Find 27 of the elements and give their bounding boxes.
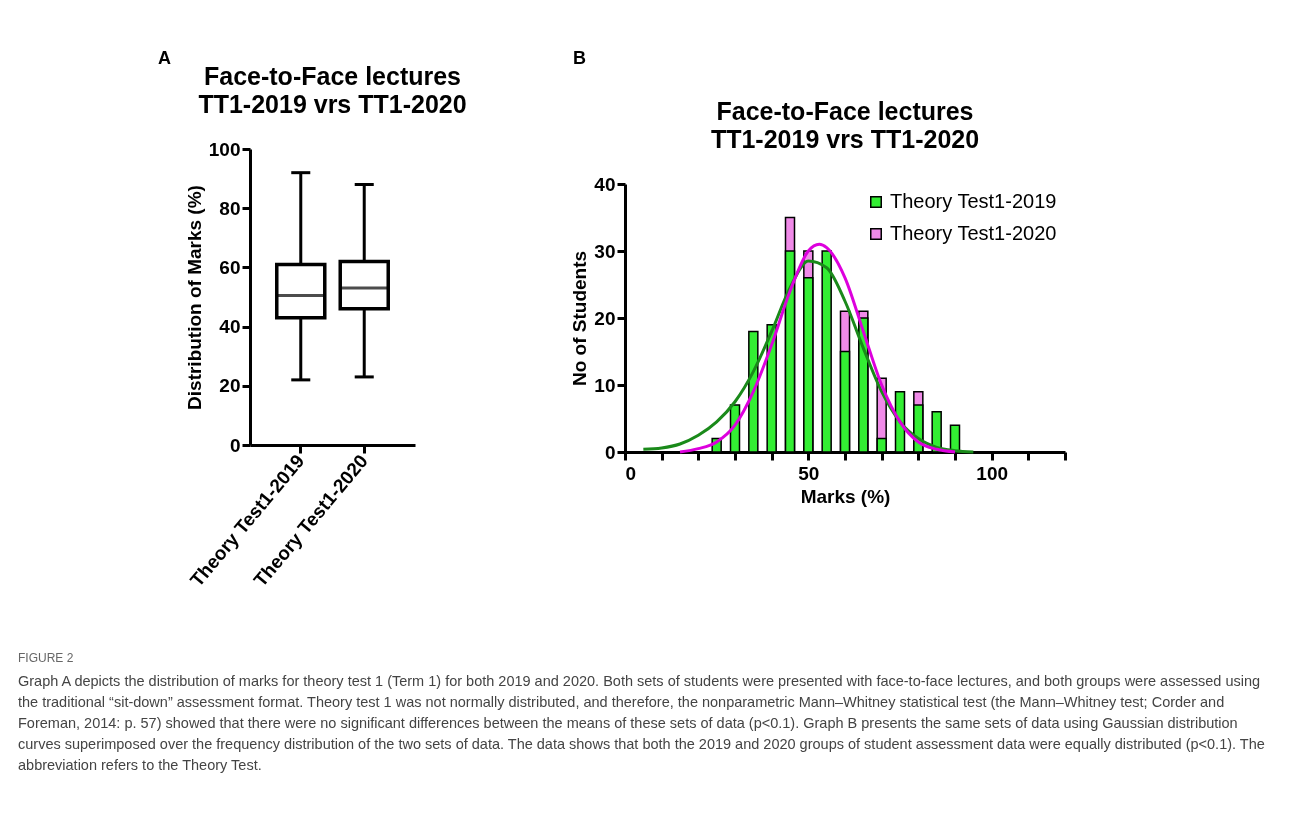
y-axis-title: No of Students	[569, 250, 591, 387]
caption: FIGURE 2	[18, 650, 75, 667]
y-tick-label: 40	[594, 173, 616, 195]
x-axis-title: Marks (%)	[800, 485, 891, 507]
legend-label: Theory Test1-2020	[890, 222, 1057, 244]
x-tick-label: 0	[625, 462, 637, 484]
y-tick-label: 0	[229, 434, 241, 456]
y-tick-label: 20	[219, 375, 241, 397]
y-tick-label: 40	[219, 316, 241, 338]
y-tick-label: 60	[219, 256, 241, 278]
y-axis-title: Distribution of Marks (%)	[183, 185, 205, 410]
legend-label: Theory Test1-2019	[890, 190, 1057, 212]
chart-subtitle: TT1-2019 vrs TT1-2020	[710, 125, 980, 153]
chart-subtitle: TT1-2019 vrs TT1-2020	[198, 90, 467, 118]
x-tick-label: 100	[976, 462, 1009, 484]
chart-title: Face-to-Face lectures	[203, 62, 462, 90]
y-tick-label: 10	[594, 374, 616, 396]
y-tick-label: 20	[594, 307, 616, 329]
text: B	[573, 48, 586, 69]
text: Graph A depicts the distribution of marks for theory test 1 (Term 1) for both 2019 and 2020. Both sets of students were presented with face-to-face lectures, and both groups were assessed using the traditional “sit-down” assessment format. Theory test 1 was not normally distributed, and therefore, the nonparametric Mann–Whitney statistical test (the Mann–Whitney test; Corder and Foreman, 2014: p. 57) showed that there were no significant differences between the means of these sets of data (p<0.1). Graph B presents the same sets of data using Gaussian distribution curves superimposed over the frequency distribution of the two sets of data. The data shows that both the 2019 and 2020 groups of student assessment data were equally distributed (p<0.1). The abbreviation refers to the Theory Test.	[18, 672, 1266, 776]
x-tick-label: 50	[798, 462, 820, 484]
y-tick-label: 30	[594, 240, 616, 262]
text: A	[158, 48, 171, 69]
y-tick-label: 80	[219, 197, 241, 219]
line-series	[678, 242, 957, 454]
y-tick-label: 100	[208, 138, 241, 160]
chart-title: Face-to-Face lectures	[716, 97, 974, 125]
